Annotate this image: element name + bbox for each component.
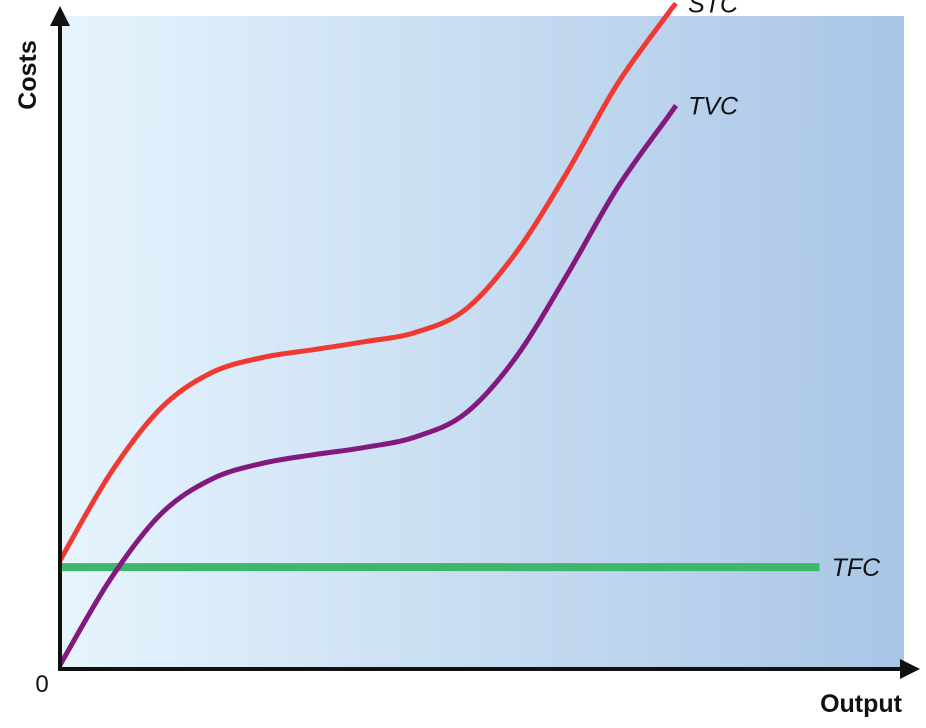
series-label-stc: STC [688, 0, 739, 19]
series-label-tvc: TVC [688, 93, 739, 121]
series-line-stc [57, 1, 679, 562]
series-layer [57, 1, 820, 667]
y-axis-label: Costs [14, 40, 42, 109]
series-labels: TFC STC TVC [688, 0, 881, 582]
x-axis-label: Output [820, 690, 903, 718]
plot-background [62, 16, 904, 668]
series-label-tfc: TFC [832, 554, 882, 582]
origin-label: 0 [35, 671, 48, 698]
series-line-tvc [57, 104, 679, 667]
